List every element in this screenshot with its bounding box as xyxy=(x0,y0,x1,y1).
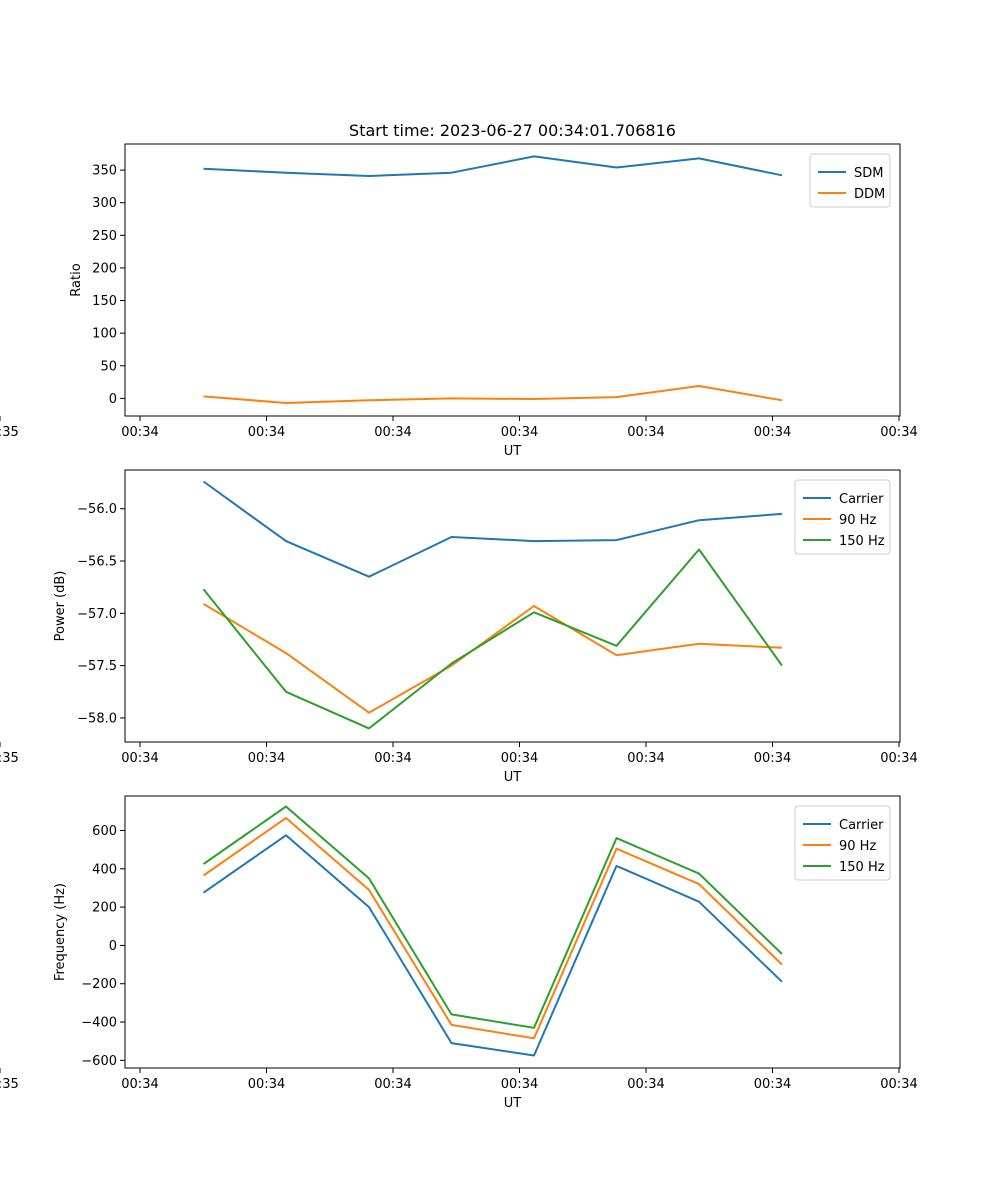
axes-frame xyxy=(124,143,901,417)
x-tick-label: 00:34 xyxy=(374,1077,411,1092)
series-line-90-hz xyxy=(202,603,783,714)
legend: SDM DDM xyxy=(809,153,891,208)
y-axis-label: Ratio xyxy=(69,263,84,296)
y-tick-label: −200 xyxy=(81,977,117,992)
x-axis-label: UT xyxy=(504,1096,522,1111)
x-tick-label: 00:34 xyxy=(248,1077,285,1092)
x-tick-label: 00:34 xyxy=(880,1077,917,1092)
y-tick-label: 0 xyxy=(109,939,117,954)
x-tick-label: 00:34 xyxy=(627,751,664,766)
y-tick-label: 100 xyxy=(92,327,117,342)
chart-panel-1: 00:34 00:34 00:34 00:34 00:34 00:34 00:34 00:35… xyxy=(0,143,918,459)
x-tick-label: 00:34 xyxy=(880,425,917,440)
y-tick-label: 200 xyxy=(92,901,117,916)
legend-label: Carrier xyxy=(839,492,884,507)
axes-frame xyxy=(124,469,901,743)
x-axis-label: UT xyxy=(504,770,522,785)
legend-label: 90 Hz xyxy=(839,513,876,528)
x-tick-label: 00:34 xyxy=(501,751,538,766)
axes-frame xyxy=(124,795,901,1069)
x-tick-label: 00:34 xyxy=(121,1077,158,1092)
y-tick-label: −600 xyxy=(81,1054,117,1069)
y-tick-label: 250 xyxy=(92,229,117,244)
x-tick-label: 00:34 xyxy=(501,1077,538,1092)
chart-panel-3: 00:34 00:34 00:34 00:34 00:34 00:34 00:34 00:35… xyxy=(0,795,918,1111)
y-tick-label: 150 xyxy=(92,294,117,309)
y-tick-label: −57.0 xyxy=(77,607,117,622)
x-tick-label: 00:35 xyxy=(0,751,19,766)
x-tick-label: 00:34 xyxy=(248,425,285,440)
x-axis-label: UT xyxy=(504,444,522,459)
x-tick-label: 00:34 xyxy=(248,751,285,766)
y-tick-label: 200 xyxy=(92,261,117,276)
legend-label: SDM xyxy=(854,166,883,181)
legend-label: DDM xyxy=(854,187,885,202)
series-line-sdm xyxy=(203,155,783,177)
y-tick-label: 350 xyxy=(92,164,117,179)
y-tick-label: −400 xyxy=(81,1016,117,1031)
figure-title: Start time: 2023-06-27 00:34:01.706816 xyxy=(349,121,676,140)
x-tick-label: 00:34 xyxy=(627,1077,664,1092)
y-tick-label: 0 xyxy=(109,392,117,407)
series-line-carrier xyxy=(202,480,783,578)
legend-label: 150 Hz xyxy=(839,860,885,875)
x-tick-label: 00:34 xyxy=(121,425,158,440)
y-tick-label: 300 xyxy=(92,196,117,211)
x-tick-label: 00:34 xyxy=(754,751,791,766)
series-line-150-hz xyxy=(202,548,783,730)
x-tick-label: 00:34 xyxy=(374,425,411,440)
legend-label: 90 Hz xyxy=(839,839,876,854)
series-line-150-hz xyxy=(202,805,783,1029)
x-tick-label: 00:34 xyxy=(501,425,538,440)
y-tick-label: −56.5 xyxy=(77,555,117,570)
series-line-90-hz xyxy=(202,817,783,1040)
y-axis-label: Power (dB) xyxy=(53,571,68,642)
y-tick-label: −56.0 xyxy=(77,502,117,517)
legend-label: Carrier xyxy=(839,818,884,833)
x-tick-label: 00:35 xyxy=(0,1077,19,1092)
x-tick-label: 00:34 xyxy=(754,425,791,440)
y-tick-label: −58.0 xyxy=(77,711,117,726)
legend: Carrier 90 Hz 150 Hz xyxy=(794,805,891,881)
chart-panel-2: 00:34 00:34 00:34 00:34 00:34 00:34 00:34 00:35… xyxy=(0,469,918,785)
x-tick-label: 00:34 xyxy=(374,751,411,766)
series-line-ddm xyxy=(203,385,783,404)
legend: Carrier 90 Hz 150 Hz xyxy=(794,479,891,555)
y-tick-label: −57.5 xyxy=(77,659,117,674)
y-axis-label: Frequency (Hz) xyxy=(53,883,68,981)
legend-label: 150 Hz xyxy=(839,534,885,549)
y-tick-label: 600 xyxy=(92,824,117,839)
x-tick-label: 00:35 xyxy=(0,425,19,440)
y-tick-label: 50 xyxy=(100,359,117,374)
x-tick-label: 00:34 xyxy=(121,751,158,766)
series-line-carrier xyxy=(202,834,783,1057)
x-tick-label: 00:34 xyxy=(880,751,917,766)
y-tick-label: 400 xyxy=(92,862,117,877)
x-tick-label: 00:34 xyxy=(754,1077,791,1092)
x-tick-label: 00:34 xyxy=(627,425,664,440)
